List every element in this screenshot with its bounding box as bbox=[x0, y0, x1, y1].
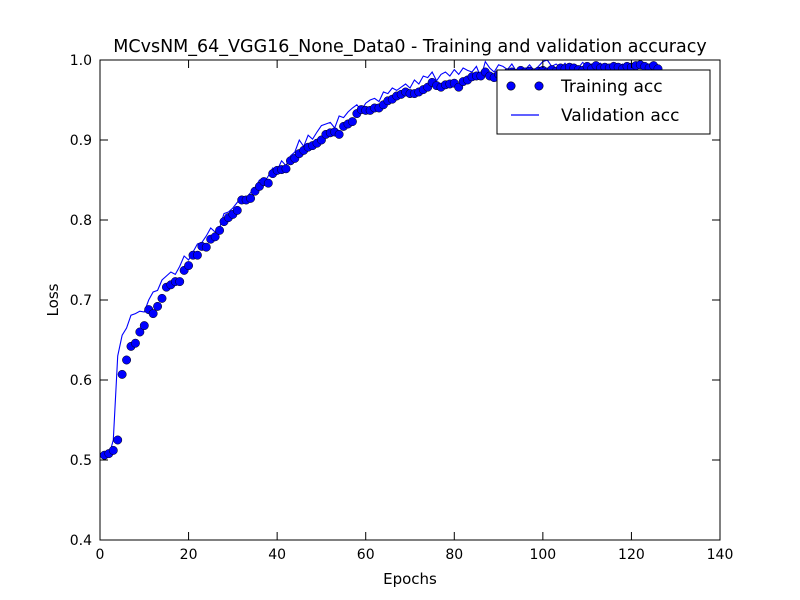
y-axis-label: Loss bbox=[44, 283, 62, 316]
plot-area bbox=[99, 59, 721, 541]
data-point-training-acc bbox=[157, 293, 167, 303]
data-point-training-acc bbox=[263, 178, 273, 188]
data-point-training-acc bbox=[246, 193, 256, 203]
data-point-training-acc bbox=[281, 164, 291, 174]
y-tick-label: 0.5 bbox=[70, 453, 92, 469]
data-point-training-acc bbox=[122, 355, 132, 365]
y-tick-label: 1.0 bbox=[70, 53, 92, 69]
data-point-training-acc bbox=[113, 435, 123, 445]
data-point-training-acc bbox=[139, 321, 149, 331]
x-tick-label: 140 bbox=[707, 547, 734, 563]
x-axis-label: Epochs bbox=[383, 570, 437, 588]
x-tick-label: 0 bbox=[96, 547, 105, 563]
data-point-training-acc bbox=[130, 338, 140, 348]
legend-label-validation: Validation acc bbox=[561, 106, 679, 126]
y-tick-label: 0.6 bbox=[70, 373, 92, 389]
series-line-validation-acc bbox=[104, 60, 659, 459]
plot-background bbox=[100, 60, 720, 540]
data-point-training-acc bbox=[108, 445, 118, 455]
data-point-training-acc bbox=[175, 277, 185, 287]
data-point-training-acc bbox=[215, 225, 225, 235]
x-tick-label: 120 bbox=[618, 547, 645, 563]
data-point-training-acc bbox=[334, 129, 344, 139]
legend-label-training: Training acc bbox=[560, 77, 663, 97]
x-tick-label: 80 bbox=[445, 547, 463, 563]
x-tick-label: 20 bbox=[180, 547, 198, 563]
legend-box bbox=[496, 69, 711, 135]
data-point-training-acc bbox=[201, 242, 211, 252]
y-tick-label: 0.8 bbox=[70, 213, 92, 229]
legend-marker-training bbox=[534, 81, 544, 91]
data-point-training-acc bbox=[117, 369, 127, 379]
legend: Training acc Validation acc bbox=[496, 69, 711, 135]
data-point-training-acc bbox=[192, 250, 202, 260]
y-tick-label: 0.4 bbox=[70, 533, 92, 549]
x-tick-label: 40 bbox=[268, 547, 286, 563]
x-tick-label: 100 bbox=[529, 547, 556, 563]
data-point-training-acc bbox=[135, 327, 145, 337]
chart-title: MCvsNM_64_VGG16_None_Data0 - Training an… bbox=[113, 37, 706, 57]
data-point-training-acc bbox=[347, 117, 357, 127]
y-tick-label: 0.7 bbox=[70, 293, 92, 309]
x-axis-ticks: 0 20 40 60 80 100 120 140 bbox=[96, 60, 734, 563]
data-point-training-acc bbox=[232, 205, 242, 215]
data-point-training-acc bbox=[184, 261, 194, 271]
x-tick-label: 60 bbox=[357, 547, 375, 563]
legend-marker-training bbox=[506, 81, 516, 91]
y-tick-label: 0.9 bbox=[70, 133, 92, 149]
data-point-training-acc bbox=[153, 301, 163, 311]
data-point-training-acc bbox=[148, 309, 158, 319]
data-point-training-acc bbox=[210, 232, 220, 242]
y-axis-ticks: 0.4 0.5 0.6 0.7 0.8 0.9 1.0 bbox=[70, 53, 720, 549]
